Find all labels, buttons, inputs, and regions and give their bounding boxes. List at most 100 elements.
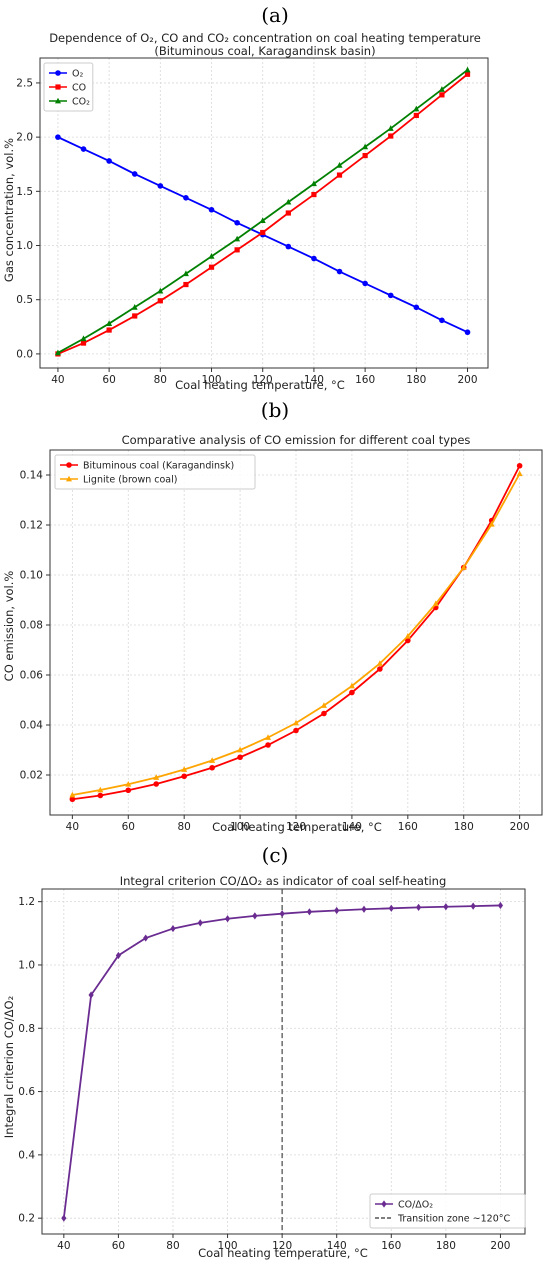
data-point <box>80 335 87 342</box>
x-tick-label: 140 <box>304 374 324 386</box>
legend-box <box>54 454 256 490</box>
data-point <box>197 919 203 927</box>
legend: Bituminous coal (Karagandinsk) Lignite (b… <box>54 454 256 490</box>
y-tick-label: 1.0 <box>16 240 33 252</box>
x-axis-label: Coal heating temperature, °C <box>175 378 345 392</box>
data-point <box>443 903 449 911</box>
data-point <box>362 143 369 150</box>
data-point <box>464 329 471 336</box>
data-point <box>260 229 266 236</box>
data-point <box>170 924 176 933</box>
data-point <box>208 206 215 213</box>
panel-letter: (a) <box>261 3 289 27</box>
data-point <box>208 264 215 270</box>
plot-frame <box>39 57 489 369</box>
y-tick-label: 0.06 <box>20 670 44 682</box>
y-tick-label: 0.0 <box>16 348 33 360</box>
data-point <box>279 910 285 918</box>
data-point <box>460 564 467 570</box>
legend-marker <box>55 84 61 90</box>
panel-letter: (b) <box>261 398 289 422</box>
data-point <box>362 280 368 287</box>
data-point <box>439 92 445 98</box>
data-point <box>438 86 445 92</box>
data-point <box>143 934 149 942</box>
legend-marker <box>381 1200 387 1208</box>
plot-area: 40 60 80 100 120 140 160 180 200 0.0 0.5 1.0 1.5 2.0 2… <box>16 57 489 386</box>
data-point <box>252 912 258 920</box>
data-point <box>131 304 138 310</box>
data-point <box>413 304 420 311</box>
data-point <box>182 270 189 277</box>
x-axis-label: Coal heating temperature, °C <box>212 820 382 834</box>
legend-label: Bituminous coal (Karagandinsk) <box>83 461 234 472</box>
y-tick-label: 0.6 <box>18 1086 35 1098</box>
legend-marker <box>55 70 61 76</box>
data-point <box>153 781 160 787</box>
legend: O₂ CO CO₂ <box>43 62 94 112</box>
data-point <box>387 125 394 131</box>
legend-label: Transition zone ~120°C <box>397 1214 510 1225</box>
plot-area: 40 60 80 100 120 140 160 180 200 0.02 0.04 0.06 0.08… <box>20 449 543 833</box>
data-point <box>265 734 272 740</box>
data-point <box>157 183 164 189</box>
data-point <box>334 906 340 915</box>
x-tick-label: 140 <box>342 821 362 833</box>
legend-label: CO₂ <box>72 97 90 108</box>
plot-frame <box>41 888 526 1235</box>
x-tick-label: 120 <box>286 821 306 833</box>
data-point <box>115 951 122 960</box>
data-point <box>97 786 104 793</box>
legend-label: CO <box>72 83 86 94</box>
data-point <box>348 682 355 689</box>
data-point <box>285 198 292 205</box>
data-point <box>516 462 523 469</box>
data-point <box>181 766 188 772</box>
data-point <box>362 152 368 159</box>
y-tick-label: 0.02 <box>20 770 43 782</box>
data-point <box>336 172 343 178</box>
data-point <box>464 66 471 73</box>
x-tick-label: 180 <box>406 374 426 386</box>
y-tick-label: 0.2 <box>18 1213 35 1225</box>
data-point <box>464 71 471 77</box>
data-point <box>497 901 504 910</box>
data-point <box>54 349 61 356</box>
data-point <box>157 298 163 304</box>
data-point <box>413 112 419 119</box>
chart-title: Dependence of O₂, CO and CO₂ concentrati… <box>49 31 481 45</box>
y-tick-label: 0.14 <box>20 470 44 482</box>
data-point <box>361 905 367 913</box>
panel-letter: (c) <box>262 843 289 867</box>
data-point <box>183 281 189 288</box>
plot-area: 40 60 80 100 120 140 160 180 200 0.2 0.4 0.6 0.8 1.0 1… <box>18 888 526 1252</box>
x-tick-label: 120 <box>272 1240 292 1252</box>
x-tick-label: 80 <box>166 1240 179 1252</box>
data-point <box>320 702 327 708</box>
data-point <box>61 1214 67 1222</box>
data-point <box>224 915 231 923</box>
data-point <box>310 180 317 187</box>
x-tick-label: 40 <box>51 374 64 386</box>
data-point <box>285 243 292 250</box>
x-tick-label: 100 <box>201 374 221 386</box>
data-point <box>439 317 445 324</box>
data-point <box>237 754 243 761</box>
data-point <box>69 796 76 803</box>
data-point <box>413 105 420 112</box>
data-point <box>387 292 394 299</box>
data-point <box>209 757 216 763</box>
data-point <box>311 255 317 262</box>
x-tick-label: 40 <box>66 821 79 833</box>
data-point <box>388 904 394 912</box>
data-point <box>321 710 327 717</box>
x-tick-label: 160 <box>398 821 418 833</box>
data-point <box>125 780 132 787</box>
legend-label: Lignite (brown coal) <box>83 475 177 486</box>
x-tick-label: 140 <box>327 1240 347 1252</box>
chart-title: Integral criterion CO/ΔO₂ as indicator o… <box>120 874 447 888</box>
legend-label: O₂ <box>72 69 83 80</box>
panel-a: (a) Dependence of O₂, CO and CO₂ concent… <box>2 3 489 392</box>
data-point <box>470 902 476 910</box>
